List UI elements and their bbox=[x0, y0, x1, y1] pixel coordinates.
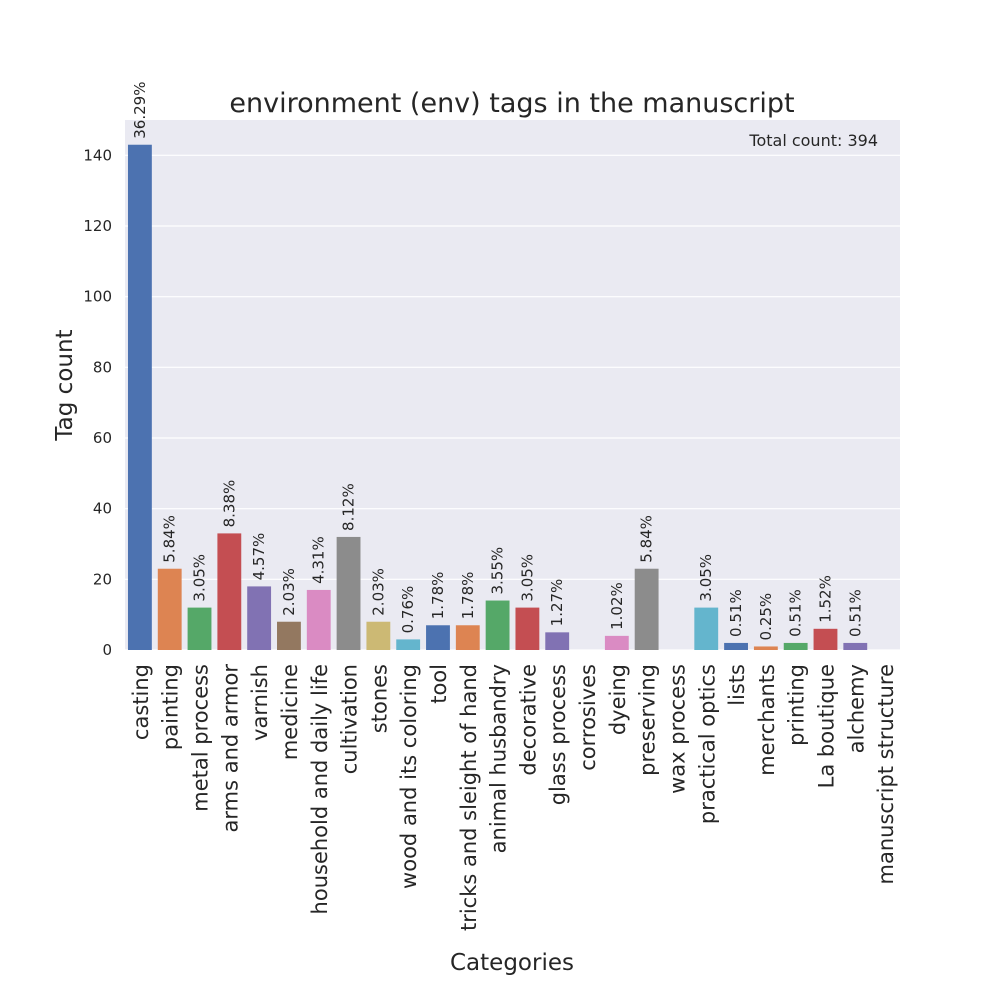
percent-label: 3.05% bbox=[518, 554, 536, 602]
x-tick-label: practical optics bbox=[695, 664, 719, 824]
percent-label: 4.57% bbox=[250, 533, 268, 581]
x-tick-label: tricks and sleight of hand bbox=[457, 664, 481, 931]
bar bbox=[724, 642, 748, 650]
percent-label: 3.55% bbox=[489, 547, 507, 595]
percent-label: 2.03% bbox=[369, 568, 387, 616]
y-tick-label: 0 bbox=[102, 641, 112, 659]
percent-label: 4.31% bbox=[310, 536, 328, 584]
bar bbox=[247, 586, 272, 650]
bar bbox=[604, 635, 629, 650]
bar bbox=[306, 589, 331, 650]
percent-label: 8.12% bbox=[340, 483, 358, 531]
bar bbox=[277, 621, 301, 650]
x-tick-label: casting bbox=[129, 664, 153, 740]
y-axis-title: Tag count bbox=[52, 329, 78, 441]
percent-label: 36.29% bbox=[131, 82, 149, 139]
percent-labels: 36.29% 5.84% 3.05% 8.38% 4.57% 2.03% 4.31% 8.12… bbox=[131, 82, 864, 641]
bar bbox=[843, 642, 868, 650]
plot-background bbox=[125, 120, 900, 650]
bar bbox=[813, 628, 838, 650]
percent-label: 1.78% bbox=[429, 572, 447, 620]
x-tick-label: arms and armor bbox=[218, 664, 242, 833]
percent-label: 1.52% bbox=[816, 575, 834, 623]
x-tick-label: household and daily life bbox=[308, 664, 332, 914]
percent-label: 0.51% bbox=[727, 589, 745, 637]
bar bbox=[455, 625, 480, 650]
y-tick-label: 140 bbox=[83, 146, 112, 164]
x-tick-label: medicine bbox=[278, 664, 302, 760]
percent-label: 5.84% bbox=[638, 515, 656, 563]
y-tick-label: 100 bbox=[83, 288, 112, 306]
y-tick-label: 40 bbox=[93, 500, 112, 518]
bar bbox=[157, 568, 182, 650]
x-tick-label: wax process bbox=[665, 664, 689, 794]
x-tick-label: corrosives bbox=[576, 664, 600, 771]
x-tick-label: glass process bbox=[546, 664, 570, 805]
bar bbox=[127, 144, 152, 650]
percent-label: 0.51% bbox=[787, 589, 805, 637]
x-axis-title: Categories bbox=[450, 950, 574, 976]
bar bbox=[783, 642, 808, 650]
percent-label: 3.05% bbox=[697, 554, 715, 602]
percent-label: 5.84% bbox=[161, 515, 179, 563]
x-tick-label: animal husbandry bbox=[487, 664, 511, 853]
bar bbox=[217, 533, 242, 650]
y-tick-label: 20 bbox=[93, 570, 112, 588]
percent-label: 1.78% bbox=[459, 572, 477, 620]
bars bbox=[127, 144, 868, 650]
x-tick-label: merchants bbox=[755, 664, 779, 776]
bar bbox=[336, 536, 361, 650]
bar bbox=[515, 607, 540, 650]
y-tick-labels: 0 20 40 60 80 100 120 140 bbox=[83, 146, 112, 659]
x-tick-label: preserving bbox=[636, 664, 660, 776]
x-tick-label: painting bbox=[159, 664, 183, 750]
percent-label: 0.25% bbox=[757, 593, 775, 641]
bar bbox=[426, 625, 450, 650]
percent-label: 3.05% bbox=[191, 554, 209, 602]
bar bbox=[694, 607, 719, 650]
percent-label: 1.02% bbox=[608, 582, 626, 630]
x-tick-label: wood and its coloring bbox=[397, 664, 421, 889]
percent-label: 0.51% bbox=[846, 589, 864, 637]
percent-label: 1.27% bbox=[548, 579, 566, 627]
percent-label: 0.76% bbox=[399, 586, 417, 634]
percent-label: 8.38% bbox=[220, 480, 238, 528]
total-count-annotation: Total count: 394 bbox=[748, 131, 878, 150]
x-tick-label: metal process bbox=[189, 664, 213, 812]
x-tick-label: tool bbox=[427, 664, 451, 704]
chart-title: environment (env) tags in the manuscript bbox=[229, 88, 794, 119]
y-tick-label: 120 bbox=[83, 217, 112, 235]
x-tick-label: La boutique bbox=[814, 664, 838, 788]
percent-label: 2.03% bbox=[280, 568, 298, 616]
x-tick-label: manuscript structure bbox=[874, 664, 898, 884]
x-tick-label: lists bbox=[725, 664, 749, 706]
x-tick-label: printing bbox=[785, 664, 809, 746]
x-tick-label: cultivation bbox=[338, 664, 362, 774]
x-tick-label: dyeing bbox=[606, 664, 630, 735]
y-tick-label: 80 bbox=[93, 358, 112, 376]
x-tick-label: decorative bbox=[516, 664, 540, 776]
bar bbox=[753, 646, 778, 650]
bar bbox=[187, 607, 212, 650]
bar bbox=[366, 621, 391, 650]
x-tick-label: alchemy bbox=[844, 664, 868, 753]
x-tick-label: stones bbox=[367, 664, 391, 733]
bar bbox=[485, 600, 510, 650]
bar bbox=[634, 568, 659, 650]
bar bbox=[396, 639, 421, 650]
x-tick-label: varnish bbox=[248, 664, 272, 741]
x-tick-labels: casting painting metal process arms and arm… bbox=[129, 664, 898, 931]
y-tick-label: 60 bbox=[93, 429, 112, 447]
bar bbox=[545, 632, 570, 650]
